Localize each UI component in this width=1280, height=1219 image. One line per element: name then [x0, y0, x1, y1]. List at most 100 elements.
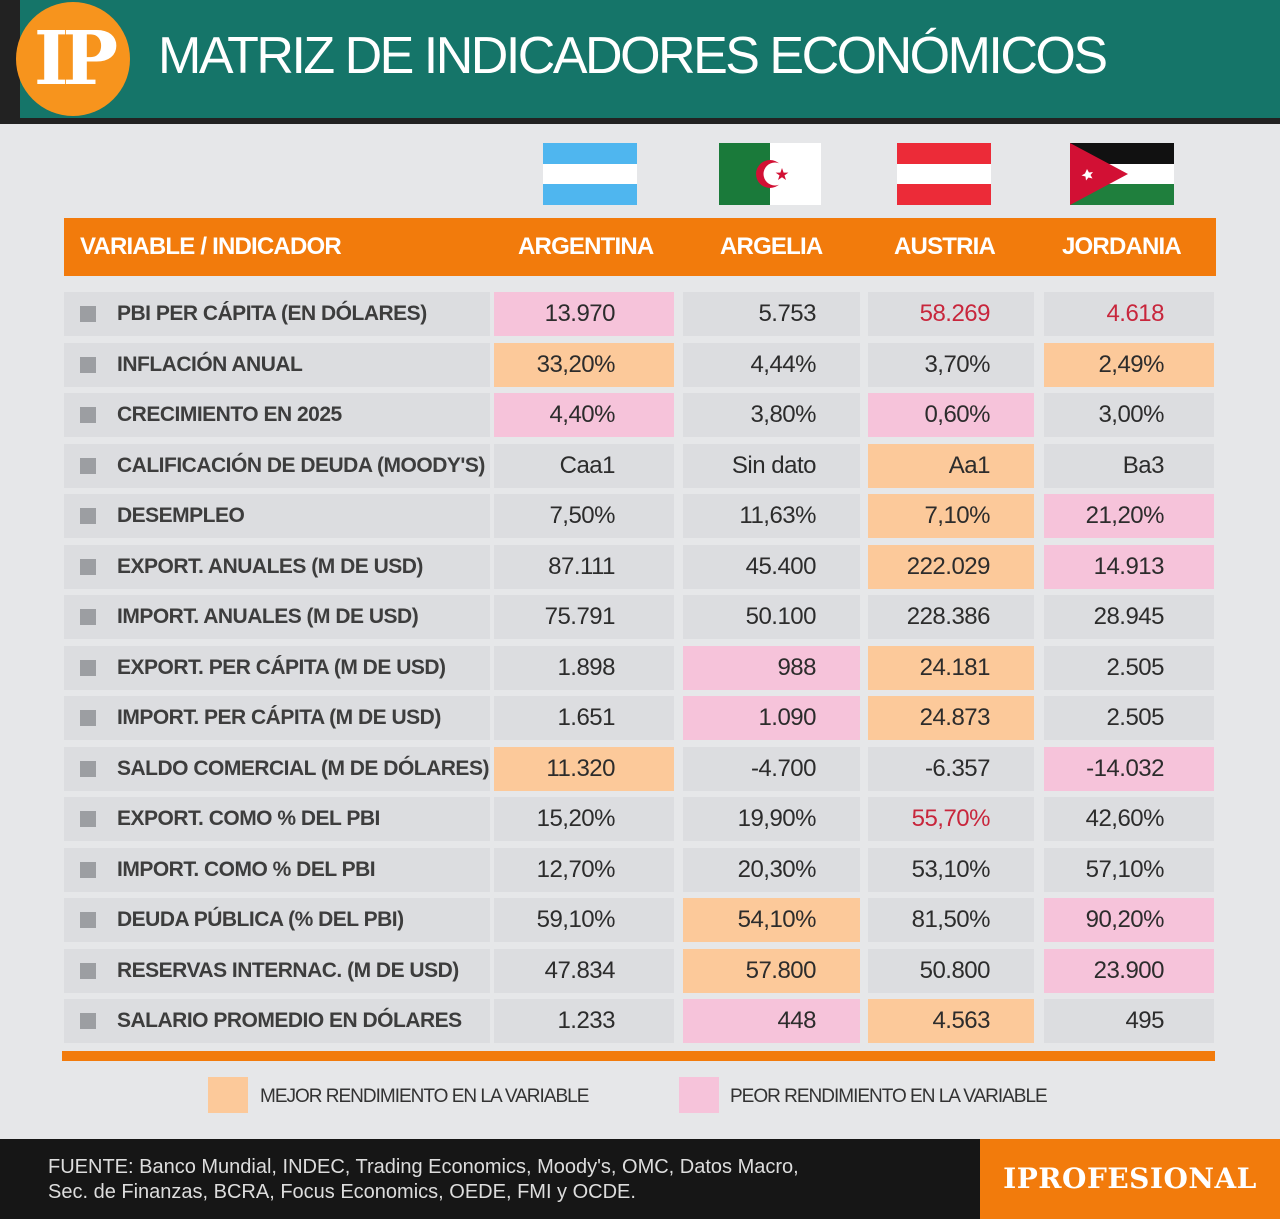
table-row: SALDO COMERCIAL (M DE DÓLARES) 11.320 -4.7…	[64, 746, 1214, 791]
value-cell: 448	[683, 999, 860, 1043]
value-cell: 90,20%	[1044, 898, 1214, 942]
table-row: EXPORT. ANUALES (M DE USD) 87.111 45.400 22…	[64, 544, 1214, 589]
table-row: SALARIO PROMEDIO EN DÓLARES 1.233 448 4.563…	[64, 999, 1214, 1043]
header-austria: AUSTRIA	[894, 233, 996, 260]
value-cell: 7,50%	[494, 494, 674, 538]
value-cell: 12,70%	[494, 847, 674, 892]
value-cell: 13.970	[494, 292, 674, 336]
row-label-cell: IMPORT. COMO % DEL PBI	[64, 847, 490, 892]
value-text: 4,44%	[750, 350, 816, 378]
bullet-square-icon	[80, 710, 96, 726]
value-cell: 20,30%	[683, 847, 860, 892]
row-label-cell: EXPORT. ANUALES (M DE USD)	[64, 544, 490, 589]
value-text: 55,70%	[911, 805, 991, 832]
value-text: 2.505	[1106, 704, 1164, 731]
value-text: 53,10%	[911, 855, 991, 883]
value-cell: 24.181	[868, 645, 1034, 690]
row-label: CRECIMIENTO EN 2025	[117, 403, 342, 426]
value-text: 1.233	[557, 1007, 615, 1034]
value-text: 54,10%	[737, 906, 817, 933]
value-cell: 75.791	[494, 595, 674, 639]
value-text: 14.913	[1093, 552, 1165, 580]
value-cell: 47.834	[494, 948, 674, 993]
value-cell: 5.753	[683, 292, 860, 336]
value-cell: 42,60%	[1044, 797, 1214, 841]
value-cell: 15,20%	[494, 797, 674, 841]
value-cell: 57.800	[683, 948, 860, 993]
value-cell: 1.898	[494, 645, 674, 690]
value-text: 33,20%	[536, 350, 616, 378]
value-text: 19,90%	[737, 805, 817, 832]
bullet-square-icon	[80, 962, 96, 979]
value-cell: 14.913	[1044, 544, 1214, 589]
value-cell: Ba3	[1044, 443, 1214, 488]
value-cell: Caa1	[494, 443, 674, 488]
algeria-flag	[719, 143, 821, 205]
value-text: 4.618	[1106, 300, 1164, 327]
table-row: INFLACIÓN ANUAL 33,20% 4,44% 3,70% 2,49%	[64, 342, 1214, 387]
value-cell: 495	[1044, 999, 1214, 1043]
value-cell: 55,70%	[868, 797, 1034, 841]
value-cell: 2,49%	[1044, 342, 1214, 387]
table-row: IMPORT. COMO % DEL PBI 12,70% 20,30% 53,10%…	[64, 847, 1214, 892]
value-text: 11.320	[546, 754, 615, 782]
row-label-cell: SALDO COMERCIAL (M DE DÓLARES)	[64, 746, 490, 791]
value-cell: 988	[683, 645, 860, 690]
value-text: 50.100	[745, 603, 817, 630]
value-cell: 53,10%	[868, 847, 1034, 892]
row-label-cell: EXPORT. PER CÁPITA (M DE USD)	[64, 645, 490, 690]
header-bar: IP MATRIZ DE INDICADORES ECONÓMICOS	[0, 0, 1280, 124]
value-text: 47.834	[544, 956, 616, 984]
row-label: EXPORT. COMO % DEL PBI	[117, 807, 380, 830]
value-text: 50.800	[919, 956, 991, 984]
table-row: CALIFICACIÓN DE DEUDA (MOODY'S) Caa1 Sin d…	[64, 443, 1214, 488]
header-jordania: JORDANIA	[1062, 233, 1182, 260]
value-cell: 45.400	[683, 544, 860, 589]
row-label: DEUDA PÚBLICA (% DEL PBI)	[117, 908, 404, 931]
value-text: 2.505	[1106, 653, 1164, 681]
row-label: IMPORT. ANUALES (M DE USD)	[117, 605, 419, 628]
value-text: 13.970	[544, 300, 616, 327]
bullet-square-icon	[80, 558, 96, 575]
table-row: EXPORT. COMO % DEL PBI 15,20% 19,90% 55,70%…	[64, 797, 1214, 841]
table-row: IMPORT. ANUALES (M DE USD) 75.791 50.100 22…	[64, 595, 1214, 639]
row-label-cell: IMPORT. PER CÁPITA (M DE USD)	[64, 696, 490, 740]
value-cell: 228.386	[868, 595, 1034, 639]
value-cell: 1.090	[683, 696, 860, 740]
brand-logo: IPROFESIONAL	[980, 1139, 1280, 1219]
value-cell: 3,80%	[683, 393, 860, 437]
value-text: 4.563	[932, 1007, 990, 1034]
footer-sources: FUENTE: Banco Mundial, INDEC, Trading Ec…	[0, 1139, 980, 1219]
page-title: MATRIZ DE INDICADORES ECONÓMICOS	[158, 27, 1108, 85]
bullet-square-icon	[80, 457, 96, 474]
value-text: 57.800	[745, 956, 817, 984]
row-label-cell: RESERVAS INTERNAC. (M DE USD)	[64, 948, 490, 993]
value-cell: 28.945	[1044, 595, 1214, 639]
row-label: CALIFICACIÓN DE DEUDA (MOODY'S)	[117, 453, 485, 477]
value-cell: 87.111	[494, 544, 674, 589]
row-label: SALARIO PROMEDIO EN DÓLARES	[117, 1009, 462, 1032]
bullet-square-icon	[80, 609, 96, 625]
legend-worst-label: PEOR RENDIMIENTO EN LA VARIABLE	[730, 1086, 1048, 1107]
value-text: 12,70%	[536, 855, 616, 883]
row-label-cell: DEUDA PÚBLICA (% DEL PBI)	[64, 898, 490, 942]
value-cell: 11.320	[494, 746, 674, 791]
value-text: 15,20%	[536, 805, 616, 832]
table-row: RESERVAS INTERNAC. (M DE USD) 47.834 57.80…	[64, 948, 1214, 993]
value-text: 90,20%	[1085, 906, 1165, 933]
value-cell: 4.563	[868, 999, 1034, 1043]
value-text: -14.032	[1086, 754, 1164, 782]
value-cell: 3,70%	[868, 342, 1034, 387]
value-text: Caa1	[559, 451, 616, 479]
value-text: 988	[777, 653, 816, 681]
value-cell: 2.505	[1044, 696, 1214, 740]
value-text: -4.700	[750, 754, 817, 782]
row-label-cell: SALARIO PROMEDIO EN DÓLARES	[64, 999, 490, 1043]
bullet-square-icon	[80, 306, 96, 322]
table-row: PBI PER CÁPITA (EN DÓLARES) 13.970 5.753 58…	[64, 292, 1214, 336]
value-text: 87.111	[548, 552, 615, 580]
value-cell: 58.269	[868, 292, 1034, 336]
row-label: SALDO COMERCIAL (M DE DÓLARES)	[117, 756, 489, 780]
row-label: EXPORT. PER CÁPITA (M DE USD)	[117, 655, 446, 679]
value-text: 75.791	[544, 603, 616, 630]
